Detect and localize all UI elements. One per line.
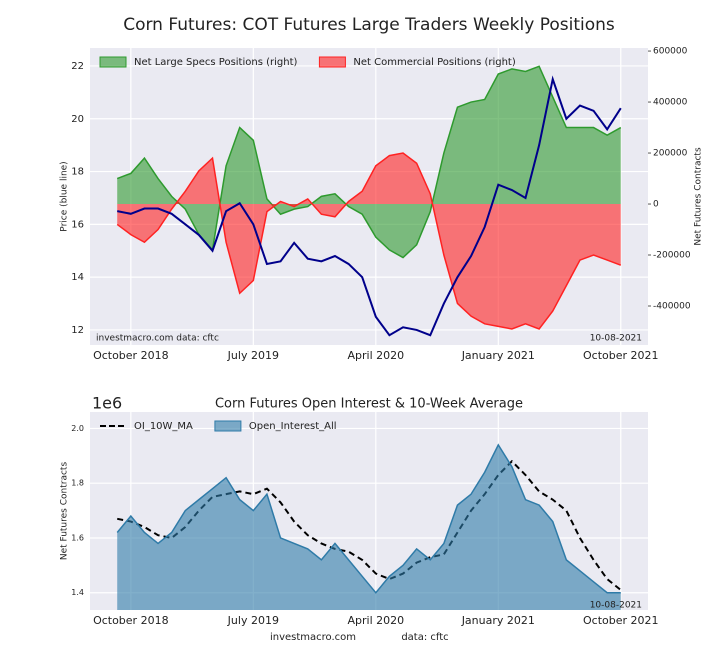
y2-axis-label: Net Futures Contracts <box>694 147 704 246</box>
area-line <box>116 152 622 330</box>
annotation: 10-08-2021 <box>590 601 642 611</box>
annotation: data: cftc <box>401 632 448 643</box>
x-tick-label: October 2018 <box>93 349 169 362</box>
y-axis-label: Net Futures Contracts <box>60 462 70 561</box>
chart-title: Corn Futures: COT Futures Large Traders … <box>123 15 615 35</box>
y-axis-label: Price (blue line) <box>60 161 70 231</box>
area-line <box>116 443 621 594</box>
y2-tick-label: 400000 <box>653 98 688 108</box>
y-tick-label: 20 <box>71 114 84 125</box>
annotation: 10-08-2021 <box>590 334 642 344</box>
legend-swatch <box>99 56 127 68</box>
y2-tick-label: -200000 <box>653 251 691 261</box>
area-fill <box>117 66 621 258</box>
y2-tick-label: -400000 <box>653 301 691 311</box>
x-tick-label: July 2019 <box>227 349 279 362</box>
subplot: Corn Futures: COT Futures Large Traders … <box>60 15 704 362</box>
y-tick-label: 2.0 <box>71 424 84 433</box>
x-tick-label: October 2021 <box>583 614 659 627</box>
legend-swatch <box>318 56 346 68</box>
legend-label: Open_Interest_All <box>249 421 337 432</box>
y2-tick-label: 600000 <box>653 47 688 57</box>
x-tick-label: October 2021 <box>583 349 659 362</box>
y-tick-label: 22 <box>71 61 84 72</box>
chart-title: Corn Futures Open Interest & 10-Week Ave… <box>215 397 523 412</box>
y2-tick-label: 0 <box>653 200 659 210</box>
legend-swatch <box>214 420 242 432</box>
x-tick-label: January 2021 <box>461 349 535 362</box>
y-tick-label: 12 <box>71 325 84 336</box>
x-tick-label: January 2021 <box>461 614 535 627</box>
legend-label: Net Commercial Positions (right) <box>353 57 515 68</box>
x-tick-label: October 2018 <box>93 614 169 627</box>
series-line <box>117 75 622 337</box>
x-tick-label: April 2020 <box>347 349 404 362</box>
area-fill <box>117 153 621 329</box>
annotation: investmacro.com data: cftc <box>96 334 219 344</box>
annotation: investmacro.com <box>270 632 356 643</box>
y-tick-label: 18 <box>71 167 84 178</box>
y-tick-label: 1.8 <box>71 479 84 488</box>
legend-label: OI_10W_MA <box>134 421 193 432</box>
y2-tick-label: 200000 <box>653 149 688 159</box>
axis-offset: 1e6 <box>92 394 122 413</box>
area-fill <box>117 444 621 610</box>
y-tick-label: 14 <box>71 272 84 283</box>
legend-label: Net Large Specs Positions (right) <box>134 57 298 68</box>
y-tick-label: 16 <box>71 219 84 230</box>
y-tick-label: 1.6 <box>71 533 84 542</box>
y-tick-label: 1.4 <box>71 588 84 597</box>
x-tick-label: July 2019 <box>227 614 279 627</box>
subplot: Corn Futures Open Interest & 10-Week Ave… <box>60 394 659 644</box>
x-tick-label: April 2020 <box>347 614 404 627</box>
